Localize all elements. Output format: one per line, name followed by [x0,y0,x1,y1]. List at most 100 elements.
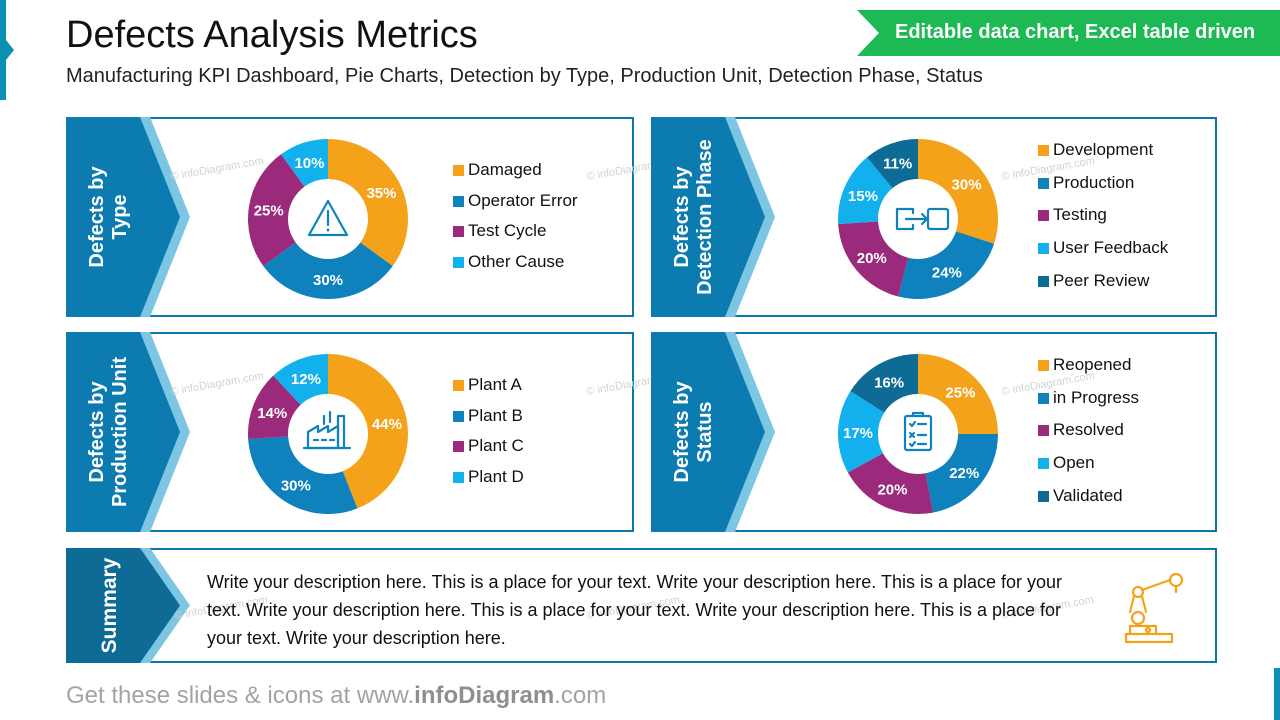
donut-slice-testing [838,221,909,297]
legend-swatch [1038,275,1049,287]
donut-slice-peer-review [867,139,918,189]
tab-label-line1: Defects by [86,166,108,268]
legend-swatch [1038,425,1049,437]
summary-tab-label: Summary [98,553,121,658]
panel-defects-by-status: Defects by Status © infoDiagram.com 25% 2… [651,332,1217,532]
slice-label: 10% [294,155,324,172]
legend-swatch [453,165,464,176]
legend-swatch [1038,243,1049,255]
legend-swatch [453,471,464,483]
legend-swatch [1038,145,1049,156]
legend-swatch [1038,210,1049,222]
tab-label-line2: Status [694,401,716,463]
tab-chevron-dark [651,117,765,317]
slice-label: 12% [291,371,321,388]
slice-label: 14% [257,405,287,422]
robot-arm-icon [1124,572,1184,644]
legend-label: Development [1053,140,1154,159]
accent-bottom-bar [1274,668,1280,720]
tab-chevron-dark [66,548,180,663]
donut-slice-plant-c [248,375,301,440]
legend-label: Production [1053,172,1135,192]
slice-label: 15% [848,188,878,205]
footer[interactable]: Get these slides & icons at www.infoDiag… [66,682,606,710]
tab-chevron-dark [66,332,180,532]
tab-label: Defects by Type [86,122,132,312]
legend-label: Plant D [468,466,524,486]
tab-chevron [66,332,190,532]
slice-label: 20% [877,481,907,498]
banner-text: Editable data chart, Excel table driven [895,21,1256,43]
legend-label: in Progress [1053,387,1139,407]
footer-brand: infoDiagram [414,682,555,709]
panel-tab: Defects by Status [651,332,775,532]
donut-slice-user-feedback [838,157,893,225]
legend-label: Peer Review [1053,270,1150,290]
legend-swatch [1038,177,1049,189]
tab-chevron [651,332,775,532]
tab-label-line1: Defects by [86,381,108,483]
checklist-icon [903,411,933,452]
slice-label: 30% [952,177,982,194]
editable-banner: Editable data chart, Excel table driven [857,10,1280,56]
tab-label: Defects by Detection Phase [671,122,717,312]
donut-slice-plant-d [273,354,328,405]
legend-label: Plant A [468,375,522,394]
summary-tab-text: Summary [98,557,121,654]
slice-label: 22% [949,465,979,482]
donut-slice-production [898,231,995,299]
slice-label: 44% [372,416,402,433]
tab-chevron-dark [66,117,180,317]
panel-defects-by-detection-phase: Defects by Detection Phase © infoDiagram… [651,117,1217,317]
legend-label: Other Cause [468,251,565,271]
tab-label-line2: Detection Phase [694,139,716,295]
legend-label: Testing [1053,205,1107,225]
donut-chart: 44% 30% 14%12% [248,354,408,514]
tab-chevron [66,117,190,317]
donut-slice-test-cycle [248,154,305,267]
legend-swatch [1038,458,1049,470]
slice-label: 30% [313,272,343,289]
donut-slice-operator-error [263,242,393,300]
panel-defects-by-type: Defects by Type © infoDiagram.com © info… [66,117,681,317]
tab-chevron [651,117,775,317]
footer-prefix: Get these slides & icons at www. [66,682,415,709]
legend-swatch [453,380,464,391]
donut-slice-reopened [918,354,998,434]
tab-label-line2: Production Unit [109,357,131,507]
transfer-icon [895,207,950,231]
donut-chart: 35% 30% 25% 10% [248,139,408,300]
donut-chart: 25% 22% 20% 17% 16% [838,354,998,514]
summary-text[interactable]: Write your description here. This is a p… [207,572,1063,648]
donut-slice-damaged [328,139,408,267]
legend-swatch [1038,490,1049,502]
summary-tab: Summary [66,548,190,663]
slice-label: 30% [281,478,311,495]
panel-tab: Defects by Type [66,117,190,317]
donut-slice-resolved [847,453,933,514]
slice-label: 20% [857,250,887,267]
legend-label: Validated [1053,485,1123,505]
legend-label: Open [1053,453,1095,473]
legend-swatch [453,195,464,207]
slice-label: 35% [366,185,396,202]
legend-label: Resolved [1053,420,1124,440]
tab-label-line1: Defects by [671,166,693,268]
tab-chevron [66,548,190,663]
page-title: Defects Analysis Metrics [66,14,478,56]
legend-label: Operator Error [468,190,578,210]
legend-swatch [1038,360,1049,371]
accent-bar [0,0,6,100]
panel-tab: Defects by Production Unit [66,332,190,532]
slice-label: 25% [254,203,284,220]
tab-chevron-dark [651,332,765,532]
donut-slice-plant-a [328,354,408,509]
donut-slice-open [838,391,885,473]
legend-swatch [1038,392,1049,404]
page-subtitle: Manufacturing KPI Dashboard, Pie Charts,… [66,65,983,87]
legend-swatch [453,441,464,452]
tab-label: Defects by Production Unit [86,337,132,527]
panel-defects-by-production-unit: Defects by Production Unit © infoDiagram… [66,332,681,532]
donut-slice-validated [850,354,918,413]
legend-label: Plant B [468,405,523,425]
